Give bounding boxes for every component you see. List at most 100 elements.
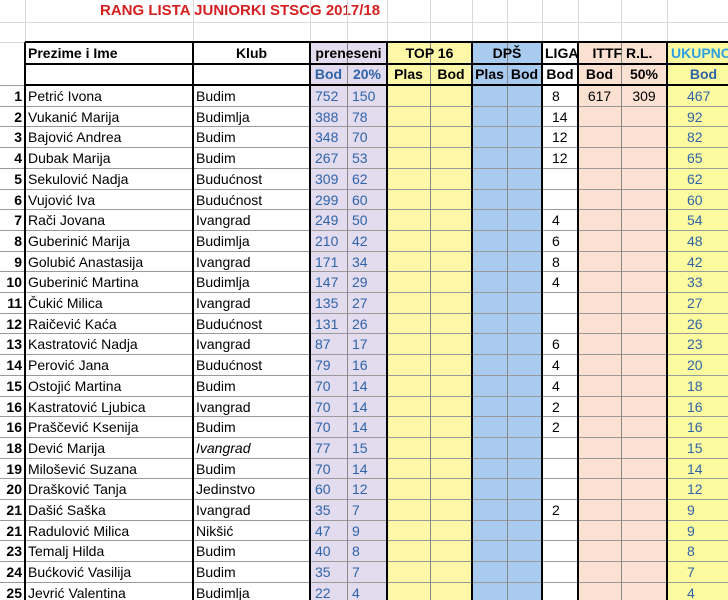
- table-cell: 16: [352, 357, 368, 374]
- table-cell: Rači Jovana: [28, 212, 106, 229]
- table-cell: Golubić Anastasija: [28, 253, 144, 270]
- border-line: [192, 42, 194, 600]
- table-cell: 60: [352, 191, 368, 208]
- table-cell: 4: [352, 584, 360, 600]
- table-cell: 20: [687, 357, 703, 374]
- table-cell: 70: [315, 398, 331, 415]
- table-cell: 3: [14, 129, 22, 146]
- table-cell: Temalj Hilda: [28, 543, 105, 560]
- table-cell: Čukić Milica: [28, 295, 103, 311]
- table-cell: 299: [315, 191, 339, 208]
- table-cell: 150: [352, 88, 376, 104]
- table-cell: 2: [552, 502, 560, 518]
- row-line: [0, 167, 728, 169]
- table-cell: 15: [352, 439, 368, 456]
- table-cell: 135: [315, 295, 339, 311]
- border-line: [577, 42, 579, 600]
- table-cell: 6: [552, 232, 560, 249]
- table-cell: 7: [687, 564, 695, 581]
- column-fill: [430, 42, 472, 600]
- header-cell: Prezime i Ime: [28, 45, 118, 61]
- column-fill: [578, 42, 621, 600]
- table-cell: Perović Jana: [28, 357, 109, 374]
- border-line: [309, 42, 311, 600]
- column-fill: [667, 42, 728, 600]
- table-cell: Bajović Andrea: [28, 129, 122, 146]
- border-line: [666, 42, 668, 600]
- table-cell: 4: [552, 357, 560, 374]
- header-cell: preneseni: [315, 45, 382, 61]
- table-cell: 18: [6, 439, 22, 456]
- subheader-cell: Bod: [585, 66, 614, 82]
- table-cell: 12: [6, 315, 22, 332]
- border-line: [541, 42, 543, 600]
- table-cell: 34: [352, 253, 368, 270]
- border-line: [24, 42, 26, 600]
- col-line: [621, 0, 622, 42]
- col-line: [193, 0, 194, 42]
- table-cell: 131: [315, 315, 339, 332]
- table-cell: Kastratović Nadja: [28, 336, 138, 353]
- table-cell: Budućnost: [196, 357, 263, 374]
- table-cell: 47: [315, 522, 331, 539]
- table-cell: 70: [315, 377, 331, 394]
- table-cell: Guberinić Martina: [28, 274, 139, 291]
- table-cell: 9: [687, 502, 695, 518]
- subheader-cell: Plas: [475, 66, 504, 82]
- table-cell: Budućnost: [196, 191, 263, 208]
- table-cell: 8: [552, 88, 560, 104]
- col-line: [430, 42, 431, 600]
- row-line: [0, 436, 728, 438]
- table-cell: Nikšić: [196, 522, 234, 539]
- table-cell: 8: [552, 253, 560, 270]
- table-cell: Ivangrad: [196, 502, 251, 518]
- table-cell: 60: [315, 481, 331, 498]
- col-line: [507, 42, 508, 600]
- subheader-cell: Bod: [546, 66, 574, 82]
- table-cell: 752: [315, 88, 339, 104]
- table-cell: 15: [6, 377, 22, 394]
- table-cell: 4: [552, 377, 560, 394]
- column-fill: [387, 42, 430, 600]
- table-cell: 21: [6, 522, 22, 539]
- table-cell: 12: [552, 129, 568, 146]
- row-line: [0, 519, 728, 521]
- col-line: [578, 0, 579, 42]
- col-line: [507, 0, 508, 42]
- col-line: [472, 0, 473, 42]
- column-fill: [347, 42, 387, 600]
- table-cell: 388: [315, 108, 339, 125]
- table-cell: 11: [7, 295, 22, 311]
- table-cell: 15: [687, 439, 703, 456]
- table-cell: 23: [6, 543, 22, 560]
- table-cell: Budim: [196, 377, 236, 394]
- table-cell: 35: [315, 502, 331, 518]
- table-cell: 147: [315, 274, 339, 291]
- row-line: [0, 22, 728, 23]
- table-cell: 35: [315, 564, 331, 581]
- table-cell: 33: [687, 274, 703, 291]
- table-cell: 53: [352, 150, 368, 167]
- table-cell: 7: [14, 212, 22, 229]
- row-line: [0, 395, 728, 397]
- table-cell: 21: [6, 502, 22, 518]
- col-line: [542, 0, 543, 42]
- table-cell: Budimlja: [196, 274, 250, 291]
- header-cell: TOP 16: [405, 45, 454, 61]
- header-cell: UKUPNO: [671, 45, 728, 61]
- table-cell: 26: [687, 315, 703, 332]
- col-line: [430, 0, 431, 42]
- row-line: [0, 478, 728, 480]
- row-line: [0, 540, 728, 542]
- table-cell: 40: [315, 543, 331, 560]
- table-cell: Vujović Iva: [28, 191, 96, 208]
- table-cell: Budim: [196, 543, 236, 560]
- subheader-cell: Plas: [394, 66, 423, 82]
- table-cell: 210: [315, 232, 339, 249]
- table-cell: 309: [315, 170, 339, 187]
- col-line: [347, 42, 348, 600]
- table-cell: Jedinstvo: [196, 481, 256, 498]
- table-cell: 12: [552, 150, 568, 167]
- col-line: [621, 42, 622, 600]
- table-cell: 249: [315, 212, 339, 229]
